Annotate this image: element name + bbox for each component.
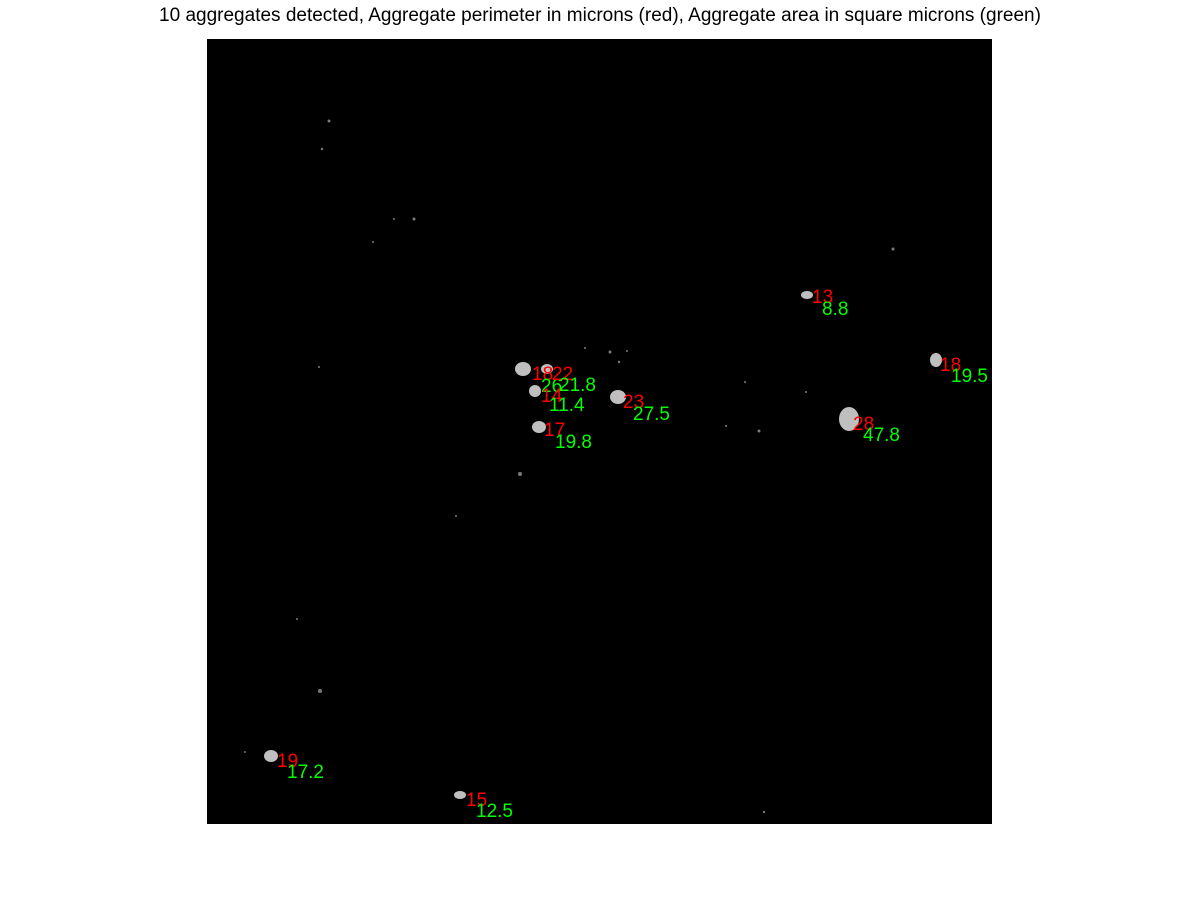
micrograph-image: 13 8.8 18 19.5 18 26 22 21.8 14 11.4 23 27.5 17 19.8 2… (207, 39, 992, 824)
aggregate-blobs (264, 291, 942, 799)
debris-speck (318, 689, 322, 693)
debris-speck (744, 381, 746, 383)
area-label: 11.4 (549, 395, 585, 416)
debris-speck (296, 618, 298, 620)
debris-speck (891, 247, 895, 251)
perimeter-label: 15 (466, 790, 487, 811)
perimeter-label: 18 (940, 355, 961, 376)
perimeter-label: 13 (812, 287, 833, 308)
debris-speck (584, 347, 586, 349)
aggregate-blob (264, 750, 278, 762)
perimeter-label: 14 (541, 386, 563, 407)
aggregate-blob (454, 791, 466, 799)
area-label: 12.5 (476, 801, 513, 822)
area-label: 21.8 (559, 375, 596, 396)
perimeter-label: 28 (853, 414, 874, 435)
debris-speck (617, 360, 621, 364)
debris-speck (757, 429, 761, 433)
debris-speck (412, 217, 416, 221)
debris-specks (244, 119, 895, 814)
aggregate-blob (839, 407, 859, 431)
debris-speck (327, 119, 331, 123)
debris-speck (518, 472, 522, 476)
area-label: 17.2 (287, 762, 324, 783)
area-label: 19.8 (555, 432, 592, 453)
debris-speck (320, 147, 324, 151)
perimeter-label: 22 (552, 364, 573, 385)
perimeter-label: 18 (532, 364, 553, 385)
debris-speck (455, 515, 457, 517)
perimeter-label: 17 (544, 420, 565, 441)
debris-speck (608, 350, 612, 354)
debris-speck (318, 366, 320, 368)
debris-speck (762, 810, 766, 814)
area-label: 8.8 (822, 299, 848, 320)
aggregate-blob (801, 291, 813, 299)
debris-speck (372, 241, 374, 243)
aggregate-blob (610, 390, 626, 404)
aggregate-blob (930, 353, 942, 367)
aggregate-blob (541, 364, 553, 374)
area-label: 27.5 (633, 404, 670, 425)
perimeter-label: 19 (277, 751, 298, 772)
aggregate-blob (529, 385, 541, 397)
perimeter-label: 23 (623, 392, 644, 413)
aggregate-blob (532, 421, 546, 433)
debris-speck (626, 350, 628, 352)
debris-speck (393, 218, 395, 220)
figure-title: 10 aggregates detected, Aggregate perime… (159, 5, 1041, 26)
area-label: 26 (541, 376, 562, 397)
debris-speck (725, 425, 727, 427)
debris-speck (805, 391, 807, 393)
area-label: 19.5 (951, 366, 988, 387)
area-label: 47.8 (863, 425, 900, 446)
debris-speck (244, 751, 246, 753)
aggregate-blob (515, 362, 531, 376)
